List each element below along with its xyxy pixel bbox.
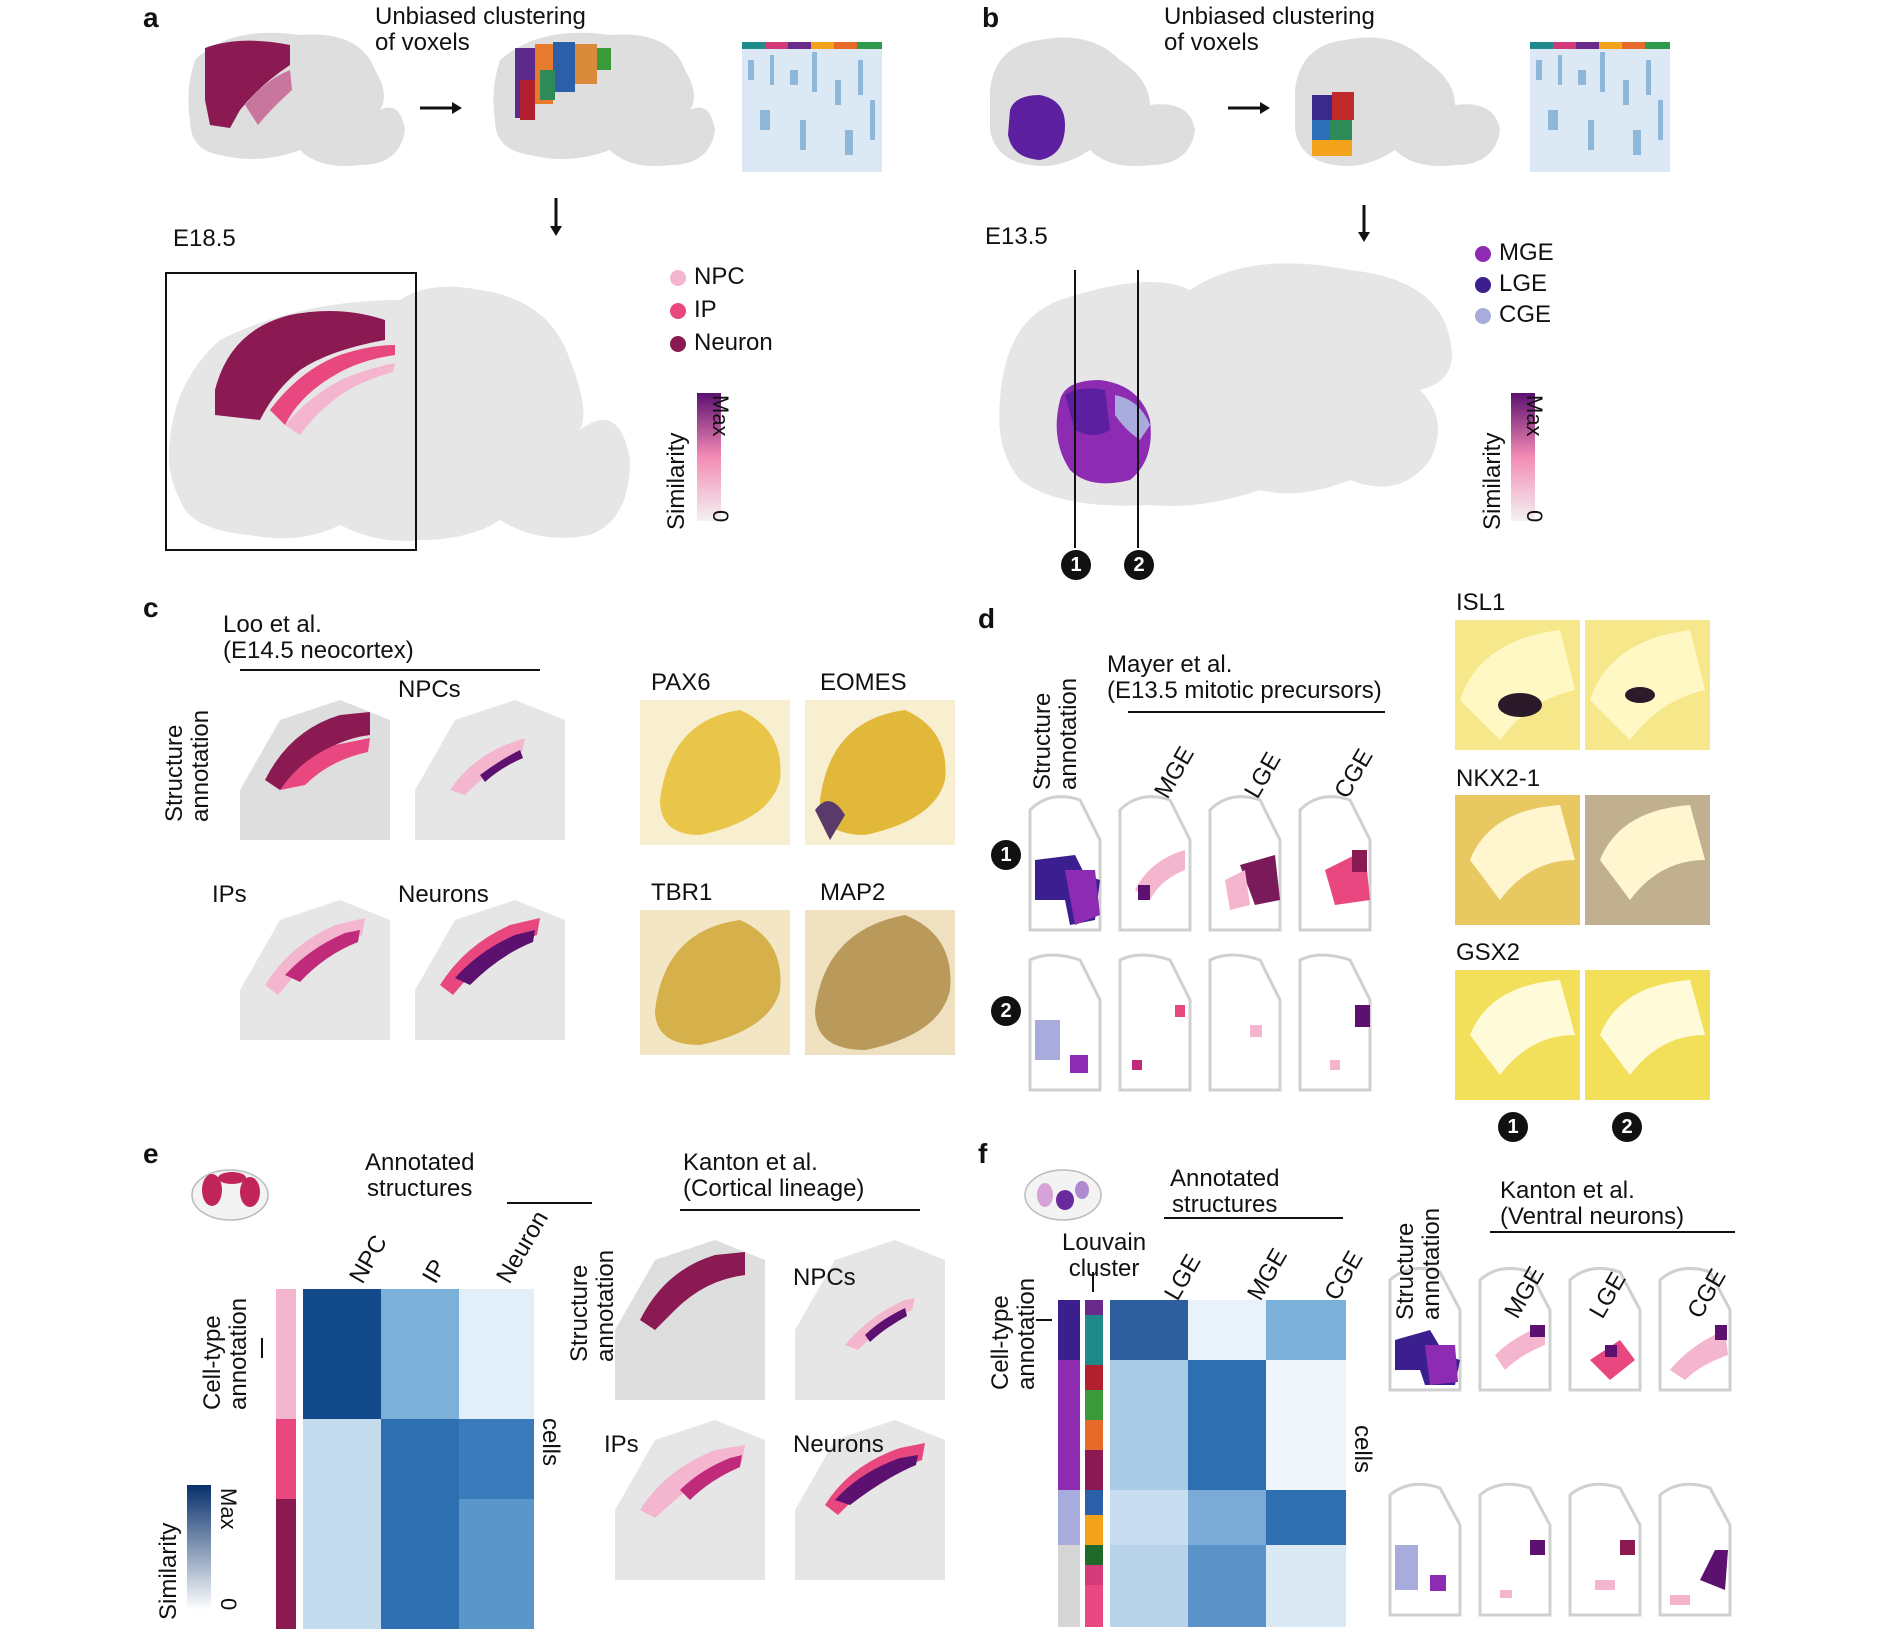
panel-e-colorbar	[187, 1485, 211, 1610]
colorbar-title: Similarity	[1479, 432, 1506, 530]
legend-label: CGE	[1499, 301, 1552, 328]
panel-label-c: c	[143, 592, 159, 623]
colorbar-min: 0	[708, 510, 733, 523]
arrow-right-icon	[1228, 102, 1270, 114]
ish-label-nkx2-1: NKX2-1	[1456, 765, 1541, 792]
panel-e-organoid-icon	[191, 1169, 269, 1221]
ish-label-map2: MAP2	[820, 879, 886, 906]
panel-c-structure-map	[240, 700, 390, 840]
panel-b-brain-clustered	[1295, 37, 1500, 166]
ish-label-pax6: PAX6	[651, 669, 711, 696]
panel-a-stage: E18.5	[173, 225, 236, 252]
panel-f-organoid-icon	[1024, 1169, 1102, 1221]
legend-dot-icon	[670, 336, 686, 352]
panel-e-row-label2: Structure annotation	[566, 1249, 619, 1362]
legend-dot-icon	[1475, 277, 1491, 293]
panel-c-neurons-map	[415, 900, 565, 1040]
panel-c-ips-label: IPs	[212, 881, 247, 908]
row-marker-1: 1	[991, 840, 1021, 870]
legend-label: Neuron	[694, 329, 773, 356]
section-marker-2: 2	[1124, 550, 1154, 580]
colorbar-max: Max	[216, 1488, 241, 1530]
legend-label: MGE	[1499, 239, 1554, 266]
arrow-down-icon	[550, 198, 562, 236]
ish-label-isl1: ISL1	[1456, 589, 1506, 616]
panel-a-mini-heatmap	[742, 42, 882, 172]
colorbar-title: Similarity	[663, 432, 690, 530]
legend-label: NPC	[694, 263, 745, 290]
panel-b-colorbar	[1511, 393, 1535, 521]
colorbar-min: 0	[216, 1598, 241, 1611]
ish-label-eomes: EOMES	[820, 669, 907, 696]
panel-d-row1-maps	[1028, 795, 1372, 932]
panel-f-row2-maps	[1388, 1482, 1732, 1617]
ish-label-tbr1: TBR1	[651, 879, 713, 906]
panel-c-npcs-map	[415, 700, 565, 840]
panel-d-ish-images	[1455, 620, 1710, 1100]
panel-b-mini-heatmap	[1530, 42, 1670, 172]
panel-e-structure-map	[615, 1240, 765, 1400]
panel-e-row-label: Cell-type annotation	[199, 1297, 252, 1410]
ish-marker-1: 1	[1498, 1112, 1528, 1142]
panel-f-row-label2: Structure annotation	[1392, 1207, 1445, 1320]
panel-c-ips-map	[240, 900, 390, 1040]
panel-e-heatmap	[276, 1289, 534, 1629]
colorbar-max: Max	[1522, 395, 1547, 437]
colorbar-title: Similarity	[155, 1522, 182, 1620]
panel-label-d: d	[978, 603, 996, 634]
panel-f-heatmap	[1058, 1300, 1346, 1627]
panel-d-row2-maps	[1028, 953, 1372, 1092]
row-marker-2: 2	[991, 996, 1021, 1026]
panel-f-row-label: Cell-type annotation	[987, 1277, 1040, 1390]
panel-d-source: Mayer et al. (E13.5 mitotic precursors)	[1107, 651, 1382, 704]
panel-d-row-label: Structure annotation	[1029, 677, 1082, 790]
legend-dot-icon	[1475, 246, 1491, 262]
panel-c-ish-images	[640, 700, 955, 1055]
panel-f-cells-label: cells	[1349, 1425, 1376, 1474]
panel-e-source: Kanton et al. (Cortical lineage)	[683, 1149, 865, 1202]
arrow-down-icon	[1358, 205, 1370, 242]
panel-e-cells-label: cells	[537, 1418, 564, 1467]
colorbar-min: 0	[1522, 510, 1547, 523]
panel-f-source: Kanton et al. (Ventral neurons)	[1500, 1177, 1685, 1230]
panel-b-stage: E13.5	[985, 223, 1048, 250]
panel-c-npcs-label: NPCs	[398, 676, 461, 703]
legend-label: IP	[694, 296, 717, 323]
panel-c-row-label: Structure annotation	[161, 709, 214, 822]
panel-a-step-text: Unbiased clustering of voxels	[375, 3, 586, 56]
legend-label: LGE	[1499, 270, 1548, 297]
panel-e-heading: Annotated structures	[365, 1149, 475, 1202]
panel-b-brain-input	[990, 37, 1195, 166]
panel-e-ips-label: IPs	[604, 1431, 639, 1458]
panel-a-brain-large	[165, 272, 630, 551]
panel-a-brain-clustered	[493, 32, 715, 167]
panel-label-b: b	[982, 2, 1000, 33]
panel-a-brain-input	[188, 32, 405, 167]
panel-e-neurons-map	[795, 1420, 945, 1580]
panel-f-heading: Annotated structures	[1170, 1165, 1280, 1218]
panel-label-a: a	[143, 2, 159, 33]
panel-e-npcs-map	[795, 1240, 945, 1400]
panel-e-ips-map	[615, 1420, 765, 1580]
colorbar-max: Max	[708, 395, 733, 437]
panel-label-f: f	[978, 1138, 988, 1169]
panel-f-row1-maps	[1388, 1266, 1732, 1392]
legend-dot-icon	[670, 270, 686, 286]
panel-label-e: e	[143, 1138, 159, 1169]
panel-f-louvain: Louvain cluster	[1062, 1229, 1147, 1282]
panel-c-neurons-label: Neurons	[398, 881, 489, 908]
legend-dot-icon	[670, 303, 686, 319]
panel-b-step-text: Unbiased clustering of voxels	[1164, 3, 1375, 56]
panel-e-npcs-label: NPCs	[793, 1264, 856, 1291]
panel-e-neurons-label: Neurons	[793, 1431, 884, 1458]
legend-dot-icon	[1475, 308, 1491, 324]
panel-a-colorbar	[697, 393, 721, 521]
section-marker-1: 1	[1061, 550, 1091, 580]
arrow-right-icon	[420, 102, 462, 114]
ish-label-gsx2: GSX2	[1456, 939, 1521, 966]
ish-marker-2: 2	[1612, 1112, 1642, 1142]
panel-b-brain-large	[999, 263, 1452, 548]
panel-c-source: Loo et al. (E14.5 neocortex)	[223, 611, 414, 664]
